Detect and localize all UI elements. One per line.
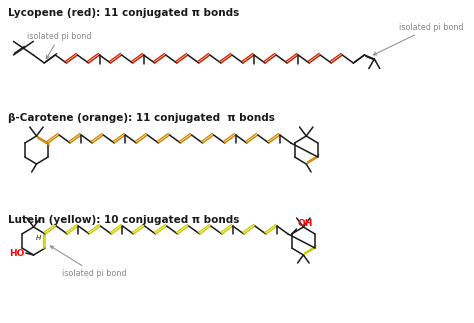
Text: isolated pi bond: isolated pi bond xyxy=(374,23,463,55)
Text: isolated pi bond: isolated pi bond xyxy=(50,246,127,278)
Text: Lycopene (red): 11 conjugated π bonds: Lycopene (red): 11 conjugated π bonds xyxy=(8,8,239,18)
Text: isolated pi bond: isolated pi bond xyxy=(27,32,91,59)
Text: HO: HO xyxy=(9,248,25,257)
Text: H: H xyxy=(36,235,41,241)
Text: OH: OH xyxy=(298,219,313,228)
Text: Lutein (yellow): 10 conjugated π bonds: Lutein (yellow): 10 conjugated π bonds xyxy=(8,215,239,225)
Text: β-Carotene (orange): 11 conjugated  π bonds: β-Carotene (orange): 11 conjugated π bon… xyxy=(8,113,274,123)
